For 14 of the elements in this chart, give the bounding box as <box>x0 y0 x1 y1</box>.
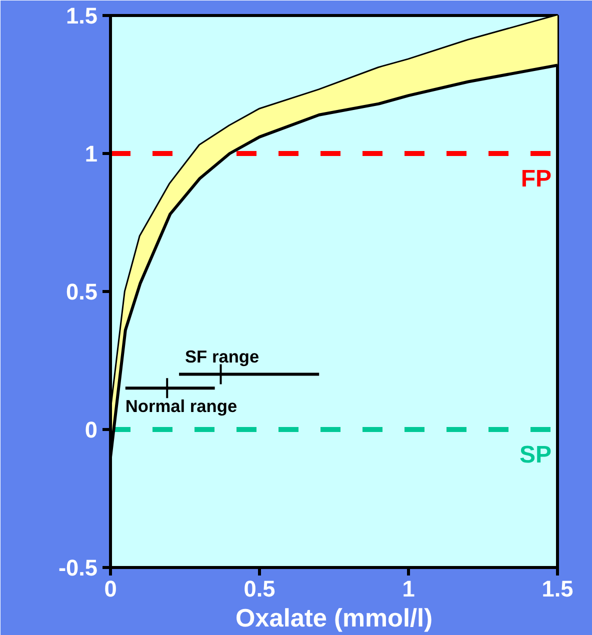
x-tick-label: 0.5 <box>244 576 276 602</box>
y-tick-label: 0 <box>84 416 98 442</box>
series-label: Normal range <box>125 396 238 416</box>
y-tick-label: 0.5 <box>66 278 98 304</box>
x-tick-label: 1 <box>402 576 415 602</box>
x-tick-label: 0 <box>104 576 117 602</box>
series-label: SF range <box>185 346 260 366</box>
y-tick-label: 1.5 <box>66 2 98 28</box>
y-tick-label: 1 <box>84 140 98 166</box>
x-axis-title: Oxalate (mmol/l) <box>235 604 433 632</box>
ref-line-label: FP <box>520 166 552 192</box>
y-tick-label: -0.5 <box>58 554 98 580</box>
ref-line-label: SP <box>519 442 552 468</box>
x-tick-label: 1.5 <box>542 576 574 602</box>
